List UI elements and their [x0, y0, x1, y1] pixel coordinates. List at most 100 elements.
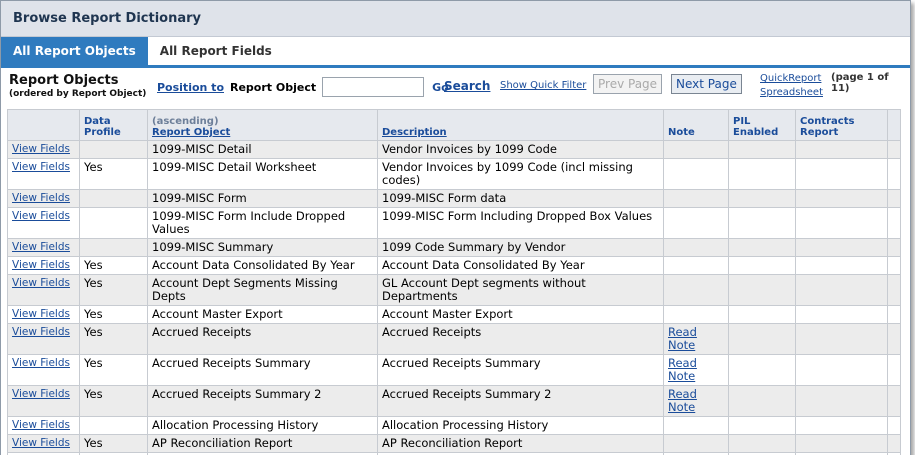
contracts-report-cell	[795, 354, 888, 386]
table-row: View Fields Yes Accrued Receipts Summary Ac…	[7, 354, 901, 386]
header-pil-enabled: PIL Enabled	[728, 109, 796, 141]
note-cell	[663, 305, 729, 324]
note-cell	[663, 238, 729, 257]
pil-enabled-cell	[728, 385, 796, 417]
data-profile-cell: Yes	[79, 274, 148, 306]
view-fields-link[interactable]: View Fields	[12, 259, 70, 271]
position-to-link[interactable]: Position to	[157, 80, 224, 94]
view-fields-link[interactable]: View Fields	[12, 419, 70, 431]
view-fields-cell: View Fields	[7, 238, 80, 257]
note-cell	[663, 158, 729, 190]
note-cell	[663, 189, 729, 208]
note-cell	[663, 434, 729, 453]
quickreport-link[interactable]: QuickReport	[760, 73, 822, 84]
view-fields-cell: View Fields	[7, 323, 80, 355]
pil-enabled-cell	[728, 158, 796, 190]
export-links: QuickReport Spreadsheet	[760, 72, 823, 100]
header-view	[7, 109, 80, 141]
header-description[interactable]: Description	[377, 109, 664, 141]
view-fields-link[interactable]: View Fields	[12, 143, 70, 155]
table-row: View Fields Yes AP Reconciliation Report AP…	[7, 434, 901, 453]
contracts-report-cell	[795, 385, 888, 417]
go-button[interactable]: Go	[432, 80, 449, 94]
report-object-cell: Account Dept Segments Missing Depts	[147, 274, 378, 306]
report-objects-table: Data Profile (ascending) Report Object D…	[7, 109, 901, 471]
table-row: View Fields Yes Account Data Consolidated …	[7, 256, 901, 275]
spacer-cell	[887, 256, 901, 275]
spacer-cell	[887, 238, 901, 257]
contracts-report-cell	[795, 207, 888, 239]
table-row: View Fields Allocation Processing History…	[7, 416, 901, 435]
read-note-link[interactable]: Read Note	[668, 387, 697, 414]
header-report-object[interactable]: (ascending) Report Object	[147, 109, 378, 141]
pil-enabled-cell	[728, 140, 796, 159]
contracts-report-cell	[795, 274, 888, 306]
data-profile-cell	[79, 238, 148, 257]
view-fields-cell: View Fields	[7, 385, 80, 417]
pil-enabled-cell	[728, 354, 796, 386]
view-fields-link[interactable]: View Fields	[12, 388, 70, 400]
spreadsheet-link[interactable]: Spreadsheet	[760, 87, 823, 98]
description-cell: Vendor Invoices by 1099 Code	[377, 140, 664, 159]
data-profile-cell: Yes	[79, 434, 148, 453]
table-row: View Fields 1099-MISC Detail Vendor Invoic…	[7, 140, 901, 159]
note-cell: Read Note	[663, 354, 729, 386]
spacer-cell	[887, 140, 901, 159]
torn-edge	[0, 455, 915, 475]
pil-enabled-cell	[728, 305, 796, 324]
view-fields-link[interactable]: View Fields	[12, 210, 70, 222]
view-fields-link[interactable]: View Fields	[12, 241, 70, 253]
spacer-cell	[887, 189, 901, 208]
table-header-row: Data Profile (ascending) Report Object D…	[7, 109, 901, 141]
view-fields-link[interactable]: View Fields	[12, 192, 70, 204]
position-to-input[interactable]	[322, 77, 425, 97]
search-link[interactable]: Search	[444, 79, 491, 93]
note-cell	[663, 256, 729, 275]
view-fields-link[interactable]: View Fields	[12, 357, 70, 369]
view-fields-link[interactable]: View Fields	[12, 161, 70, 173]
data-profile-cell	[79, 207, 148, 239]
report-object-cell: 1099-MISC Detail	[147, 140, 378, 159]
table-row: View Fields Yes Account Master Export Accou…	[7, 305, 901, 324]
spacer-cell	[887, 354, 901, 386]
data-profile-cell: Yes	[79, 158, 148, 190]
report-object-cell: 1099-MISC Form	[147, 189, 378, 208]
description-cell: Accrued Receipts	[377, 323, 664, 355]
note-cell	[663, 140, 729, 159]
contracts-report-cell	[795, 434, 888, 453]
view-fields-link[interactable]: View Fields	[12, 308, 70, 320]
spacer-cell	[887, 416, 901, 435]
table-row: View Fields Yes 1099-MISC Detail Worksheet…	[7, 158, 901, 190]
contracts-report-cell	[795, 140, 888, 159]
description-cell: Vendor Invoices by 1099 Code (incl missi…	[377, 158, 664, 190]
tab-all-report-objects[interactable]: All Report Objects	[1, 37, 148, 65]
description-cell: 1099-MISC Form data	[377, 189, 664, 208]
note-cell: Read Note	[663, 385, 729, 417]
tab-all-report-fields[interactable]: All Report Fields	[159, 44, 272, 58]
contracts-report-cell	[795, 305, 888, 324]
spacer-cell	[887, 323, 901, 355]
next-page-button[interactable]: Next Page	[671, 74, 742, 94]
spacer-cell	[887, 207, 901, 239]
report-object-cell: Accrued Receipts Summary	[147, 354, 378, 386]
header-data-profile: Data Profile	[79, 109, 148, 141]
table-row: View Fields Yes Accrued Receipts Summary 2…	[7, 385, 901, 417]
data-profile-cell: Yes	[79, 354, 148, 386]
view-fields-link[interactable]: View Fields	[12, 277, 70, 289]
view-fields-cell: View Fields	[7, 434, 80, 453]
prev-page-button[interactable]: Prev Page	[593, 74, 663, 94]
view-fields-link[interactable]: View Fields	[12, 326, 70, 338]
contracts-report-cell	[795, 238, 888, 257]
show-quick-filter-link[interactable]: Show Quick Filter	[500, 80, 587, 91]
table-row: View Fields Yes Account Dept Segments Miss…	[7, 274, 901, 306]
sort-order-label: (ascending)	[152, 116, 219, 127]
description-cell: Allocation Processing History	[377, 416, 664, 435]
view-fields-cell: View Fields	[7, 416, 80, 435]
data-profile-cell	[79, 189, 148, 208]
contracts-report-cell	[795, 416, 888, 435]
report-object-cell: 1099-MISC Form Include Dropped Values	[147, 207, 378, 239]
read-note-link[interactable]: Read Note	[668, 325, 697, 352]
report-object-cell: 1099-MISC Summary	[147, 238, 378, 257]
read-note-link[interactable]: Read Note	[668, 356, 697, 383]
view-fields-link[interactable]: View Fields	[12, 437, 70, 449]
